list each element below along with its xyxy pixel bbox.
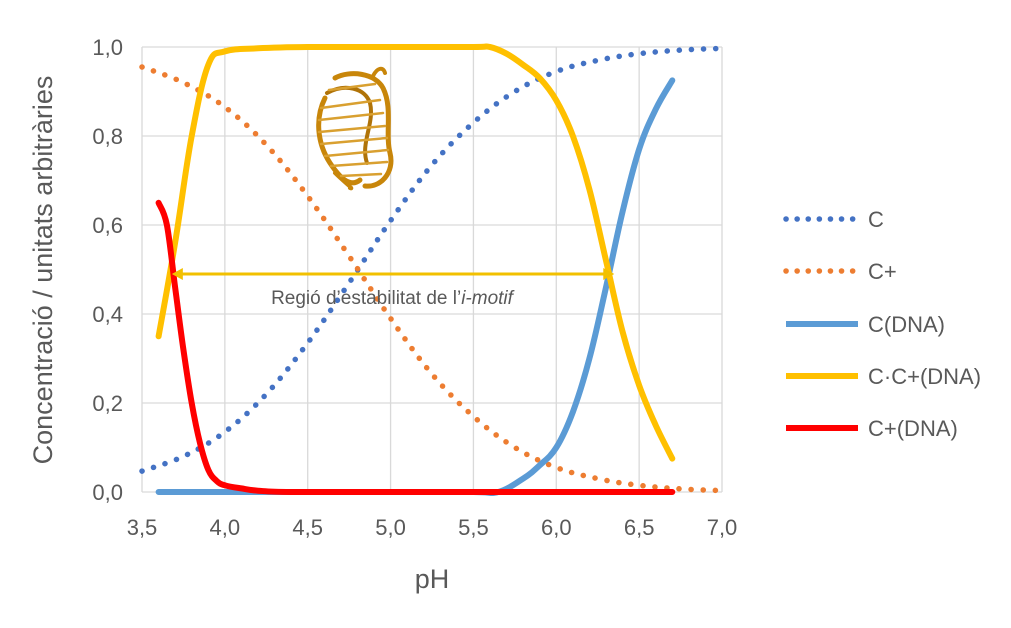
grid <box>141 46 723 493</box>
legend-label: C+(DNA) <box>868 416 958 441</box>
legend-item-C: C <box>783 207 884 232</box>
x-tick-label: 5,5 <box>458 515 489 540</box>
y-tick-label: 0,4 <box>92 302 123 327</box>
series-C·C+(DNA) <box>155 43 676 462</box>
series-C(DNA) <box>155 77 676 497</box>
series-C+ <box>139 64 725 494</box>
x-tick-label: 5,0 <box>375 515 406 540</box>
y-axis-ticks: 0,0 0,2 0,4 0,6 0,8 1,0 <box>92 35 123 505</box>
legend-label: C+ <box>868 259 897 284</box>
series-line-solid <box>155 77 676 497</box>
legend-item-C+(DNA): C+(DNA) <box>786 416 958 441</box>
x-tick-label: 6,5 <box>624 515 655 540</box>
y-tick-label: 1,0 <box>92 35 123 60</box>
y-tick-label: 0,8 <box>92 124 123 149</box>
y-tick-label: 0,0 <box>92 480 123 505</box>
y-tick-label: 0,6 <box>92 213 123 238</box>
legend-item-C+: C+ <box>783 259 897 284</box>
stability-region-label: Regió d’estabilitat de l’i-motif <box>271 288 515 309</box>
legend-label: C·C+(DNA) <box>868 364 981 389</box>
legend-item-C(DNA): C(DNA) <box>786 312 945 337</box>
x-tick-label: 4,5 <box>292 515 323 540</box>
y-tick-label: 0,2 <box>92 391 123 416</box>
arrowhead-right <box>603 267 615 280</box>
series-line-dotted <box>139 64 725 494</box>
series-C+(DNA) <box>155 199 676 496</box>
legend-item-C·C+(DNA): C·C+(DNA) <box>786 364 981 389</box>
x-tick-label: 3,5 <box>127 515 158 540</box>
legend-label: C(DNA) <box>868 312 945 337</box>
legend-label: C <box>868 207 884 232</box>
x-axis-label: pH <box>415 564 450 594</box>
series-C <box>139 45 725 474</box>
i-motif-structure-image <box>316 66 394 191</box>
series-layer <box>139 43 725 497</box>
y-axis-label: Concentració / unitats arbitràries <box>28 76 58 465</box>
x-tick-label: 7,0 <box>707 515 738 540</box>
x-tick-label: 4,0 <box>210 515 241 540</box>
series-line-solid <box>155 199 676 496</box>
legend: C C+ C(DNA) C·C+(DNA) C+(DNA) <box>783 207 981 441</box>
x-tick-label: 6,0 <box>541 515 572 540</box>
series-line-solid <box>155 43 676 462</box>
x-axis-ticks: 3,5 4,0 4,5 5,0 5,5 6,0 6,5 7,0 <box>127 515 738 540</box>
series-line-dotted <box>139 45 725 474</box>
stability-region-annotation: Regió d’estabilitat de l’i-motif <box>171 267 615 309</box>
arrowhead-left <box>171 267 183 280</box>
